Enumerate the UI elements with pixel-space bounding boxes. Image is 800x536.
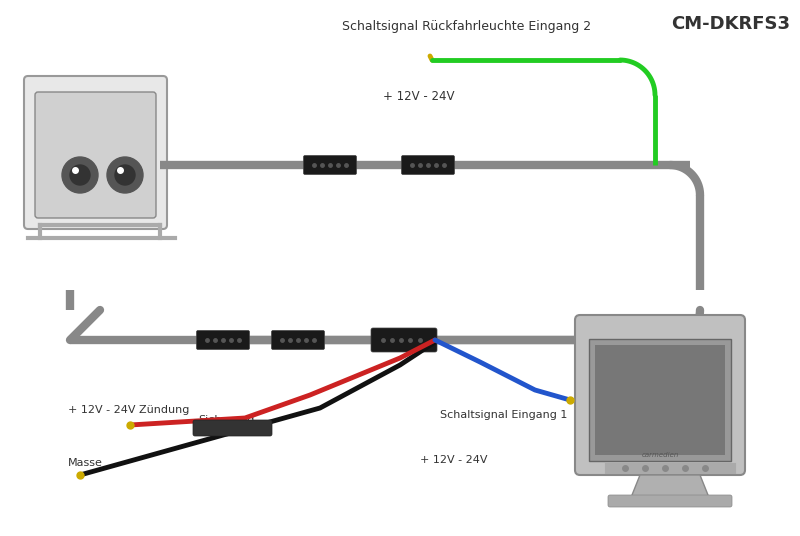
Text: + 12V - 24V Zündung: + 12V - 24V Zündung bbox=[68, 405, 190, 415]
FancyBboxPatch shape bbox=[402, 155, 454, 175]
Circle shape bbox=[70, 165, 90, 185]
Text: Sicherung: Sicherung bbox=[198, 415, 254, 425]
FancyBboxPatch shape bbox=[303, 155, 357, 175]
Text: + 12V - 24V: + 12V - 24V bbox=[420, 455, 487, 465]
FancyBboxPatch shape bbox=[271, 331, 325, 349]
Text: CM-DKRFS3: CM-DKRFS3 bbox=[671, 15, 790, 33]
Circle shape bbox=[115, 165, 135, 185]
Text: Schaltsignal Eingang 1: Schaltsignal Eingang 1 bbox=[440, 410, 567, 420]
Text: carmedien: carmedien bbox=[642, 452, 678, 458]
Polygon shape bbox=[630, 475, 710, 500]
FancyBboxPatch shape bbox=[589, 339, 731, 461]
Text: Masse: Masse bbox=[68, 458, 103, 468]
FancyBboxPatch shape bbox=[575, 315, 745, 475]
Circle shape bbox=[62, 157, 98, 193]
FancyBboxPatch shape bbox=[24, 76, 167, 229]
FancyBboxPatch shape bbox=[193, 420, 272, 436]
FancyBboxPatch shape bbox=[595, 345, 725, 455]
Text: Schaltsignal Rückfahrleuchte Eingang 2: Schaltsignal Rückfahrleuchte Eingang 2 bbox=[342, 20, 591, 33]
FancyBboxPatch shape bbox=[35, 92, 156, 218]
Circle shape bbox=[107, 157, 143, 193]
FancyBboxPatch shape bbox=[608, 495, 732, 507]
FancyBboxPatch shape bbox=[197, 331, 250, 349]
FancyBboxPatch shape bbox=[371, 328, 437, 352]
Text: + 12V - 24V: + 12V - 24V bbox=[383, 90, 454, 103]
